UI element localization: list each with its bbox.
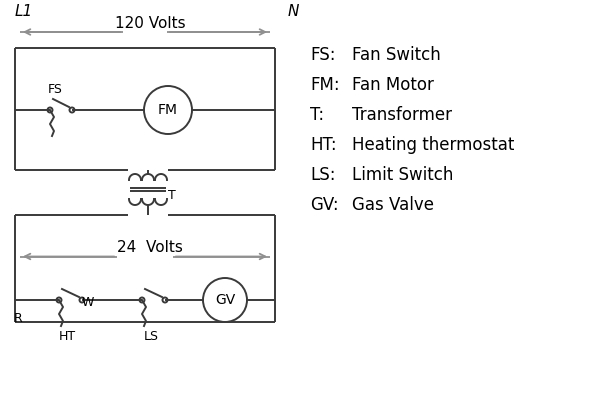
Text: FM:: FM: [310, 76, 340, 94]
Text: FS: FS [48, 83, 63, 96]
Text: R: R [14, 312, 22, 325]
Text: GV: GV [215, 293, 235, 307]
Text: HT: HT [58, 330, 76, 343]
Text: Fan Switch: Fan Switch [352, 46, 441, 64]
Text: GV:: GV: [310, 196, 339, 214]
Text: Limit Switch: Limit Switch [352, 166, 453, 184]
Text: N: N [288, 4, 299, 19]
Text: T: T [168, 189, 176, 202]
Text: 120 Volts: 120 Volts [114, 16, 185, 31]
Text: FS:: FS: [310, 46, 336, 64]
Text: FM: FM [158, 103, 178, 117]
Text: LS: LS [143, 330, 159, 343]
Text: T:: T: [310, 106, 324, 124]
Text: W: W [82, 296, 94, 308]
Text: Heating thermostat: Heating thermostat [352, 136, 514, 154]
Text: Transformer: Transformer [352, 106, 452, 124]
Text: Gas Valve: Gas Valve [352, 196, 434, 214]
Text: L1: L1 [15, 4, 33, 19]
Text: HT:: HT: [310, 136, 337, 154]
Text: LS:: LS: [310, 166, 336, 184]
Text: 24  Volts: 24 Volts [117, 240, 183, 256]
Text: Fan Motor: Fan Motor [352, 76, 434, 94]
